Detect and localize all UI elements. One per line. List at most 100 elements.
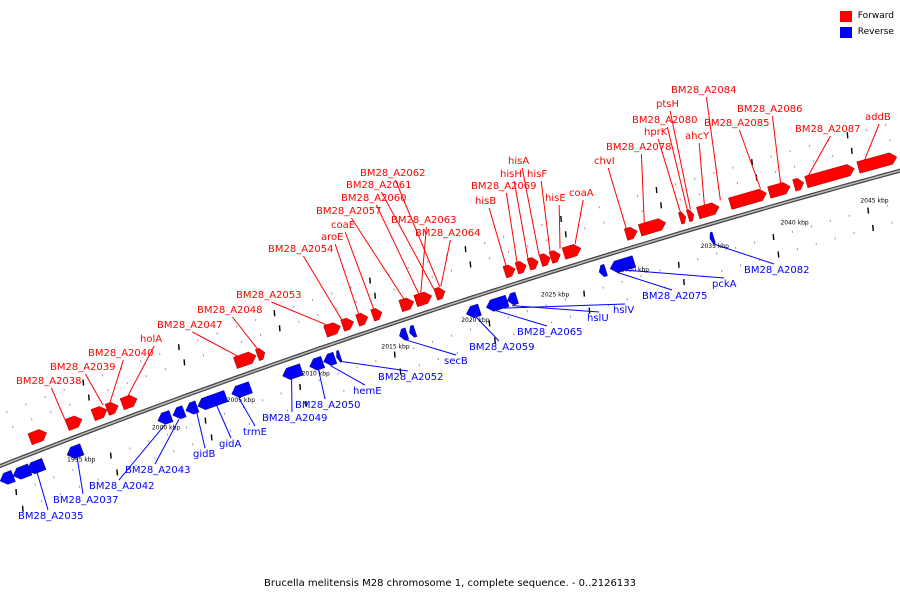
forward-gene — [119, 394, 138, 411]
reverse-leader-line — [504, 303, 626, 309]
legend-forward: Forward — [839, 8, 894, 24]
scale-tick — [772, 234, 775, 241]
scale-tick — [298, 320, 300, 323]
forward-leader-line — [771, 115, 782, 184]
scale-tick — [770, 155, 772, 158]
forward-gene-label: BM28_A2085 — [704, 118, 770, 129]
scale-tick — [280, 392, 282, 395]
forward-gene-label: BM28_A2039 — [50, 362, 116, 373]
scale-tick — [815, 242, 818, 245]
forward-gene-label: BM28_A2064 — [415, 228, 481, 239]
legend-label-reverse: Reverse — [857, 27, 894, 37]
forward-gene — [398, 297, 415, 313]
forward-gene-label: addB — [865, 112, 891, 123]
scale-tick — [355, 301, 357, 304]
scale-tick — [107, 389, 109, 392]
scale-tick — [793, 165, 796, 168]
reverse-gene-label: BM28_A2050 — [295, 400, 361, 411]
forward-gene-label: BM28_A2057 — [316, 206, 382, 217]
scale-tick — [732, 166, 734, 169]
scale-tick — [808, 144, 811, 148]
scale-tick — [286, 409, 288, 412]
scale-tick — [713, 172, 715, 175]
tick-label: 2030 kbp — [621, 267, 649, 274]
forward-leader-line — [109, 359, 124, 403]
scale-tick — [679, 198, 681, 201]
reverse-gene-label: hslV — [613, 305, 634, 316]
reverse-gene-label: BM28_A2082 — [744, 265, 810, 276]
scale-tick — [72, 468, 74, 472]
forward-leader-line — [505, 192, 518, 263]
scale-tick — [407, 266, 409, 269]
scale-tick — [488, 257, 491, 260]
scale-tick — [532, 327, 534, 330]
forward-gene — [514, 260, 527, 275]
reverse-gene-label: hemE — [353, 386, 382, 397]
forward-gene — [233, 351, 257, 369]
reverse-gene-label: pckA — [712, 279, 737, 290]
scale-tick — [831, 154, 834, 158]
scale-tick — [299, 383, 302, 390]
forward-leader-line — [334, 243, 360, 315]
forward-gene — [637, 218, 667, 237]
scale-tick — [891, 221, 893, 224]
scale-tick — [659, 269, 661, 272]
scale-tick — [721, 269, 723, 272]
scale-tick — [240, 340, 243, 343]
scale-tick — [469, 261, 472, 268]
forward-gene — [767, 182, 791, 199]
reverse-leader-line — [406, 339, 457, 356]
scale-tick — [318, 379, 320, 382]
reverse-leader-line — [196, 412, 206, 449]
forward-gene — [856, 152, 898, 174]
forward-gene-label: hprK — [644, 127, 668, 138]
forward-gene-label: BM28_A2087 — [795, 124, 861, 135]
reverse-leader-line — [625, 269, 725, 279]
forward-leader-line — [232, 316, 258, 350]
scale-tick — [139, 360, 142, 363]
scale-tick — [317, 314, 319, 317]
scale-tick — [603, 221, 605, 224]
reverse-gene — [709, 231, 716, 245]
scale-tick — [267, 416, 270, 419]
scale-tick — [6, 410, 8, 414]
forward-gene — [678, 211, 687, 225]
reverse-leader-line — [76, 457, 84, 495]
scale-tick — [261, 399, 264, 402]
reverse-leader-line — [617, 272, 673, 291]
reverse-gene — [409, 324, 418, 338]
scale-tick — [715, 252, 718, 255]
forward-gene-label: BM28_A2053 — [236, 290, 302, 301]
reverse-leader-line — [238, 397, 256, 427]
tick-label: 1995 kbp — [67, 456, 95, 463]
forward-leader-line — [607, 167, 627, 229]
scale-tick — [697, 258, 699, 261]
reverse-gene-label: hslU — [587, 313, 609, 324]
forward-gene — [64, 415, 83, 431]
scale-tick — [886, 204, 888, 207]
forward-leader-line — [640, 153, 645, 223]
tick-label: 2045 kbp — [860, 197, 888, 204]
scale-tick — [216, 332, 218, 335]
scale-tick — [483, 241, 486, 245]
scale-tick — [82, 379, 85, 386]
scale-tick — [25, 403, 27, 406]
scale-tick — [259, 333, 262, 337]
forward-leader-line — [657, 138, 681, 213]
forward-leader-line — [50, 387, 66, 420]
scale-tick — [337, 372, 339, 375]
reverse-leader-line — [713, 243, 775, 265]
legend-reverse: Reverse — [839, 24, 894, 40]
scale-tick — [513, 333, 515, 336]
tick-label: 2020 kbp — [461, 317, 489, 324]
reverse-gene — [507, 291, 519, 306]
forward-gene — [323, 322, 341, 338]
forward-gene-label: BM28_A2078 — [606, 142, 672, 153]
forward-leader-line — [705, 96, 721, 201]
scale-tick — [223, 412, 226, 415]
scale-tick — [59, 492, 62, 496]
forward-gene-label: coaA — [569, 188, 594, 199]
forward-gene — [90, 406, 108, 422]
scale-tick — [884, 123, 887, 127]
